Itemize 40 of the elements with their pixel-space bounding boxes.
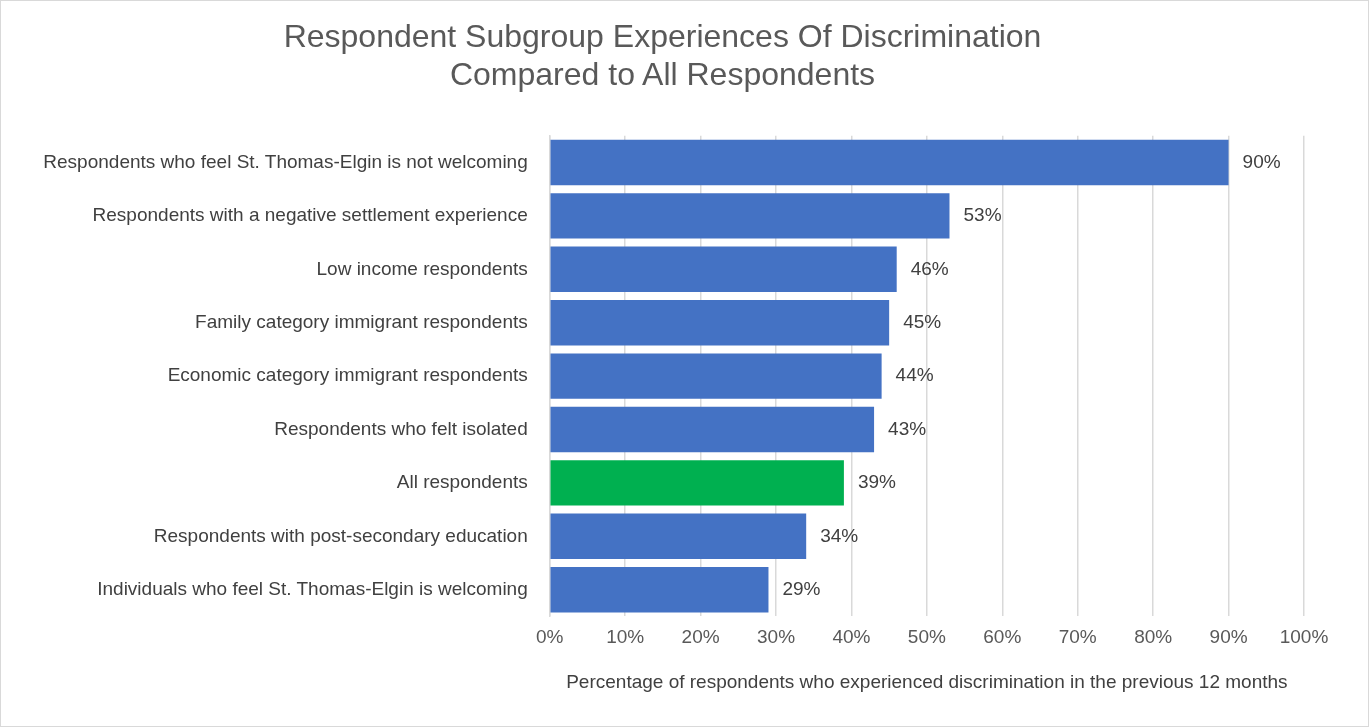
x-tick-label: 70% [1058, 626, 1097, 648]
bar [550, 567, 769, 613]
data-label: 53% [963, 204, 1002, 226]
x-tick-label: 100% [1279, 626, 1329, 648]
y-tick-label: Respondents who feel St. Thomas-Elgin is not welcoming [43, 150, 528, 172]
x-tick-label: 80% [1134, 626, 1173, 648]
y-tick-label: Economic category immigrant respondents [167, 364, 528, 386]
y-tick-label: All respondents [396, 471, 528, 493]
data-label: 46% [910, 257, 949, 279]
x-tick-label: 20% [681, 626, 720, 648]
data-label: 43% [888, 417, 927, 439]
bar [550, 406, 875, 453]
x-tick-label: 0% [536, 626, 564, 648]
bar [550, 193, 950, 239]
chart-title: Respondent Subgroup Experiences Of Discrimination Compared to All Respondents [283, 18, 1042, 93]
bar [550, 246, 897, 292]
x-axis-title: Percentage of respondents who experienced discrimination in the previous 12 months [566, 670, 1288, 692]
y-tick-label: Respondents with post-secondary education [153, 524, 528, 546]
y-tick-label: Low income respondents [316, 257, 528, 279]
y-tick-label: Family category immigrant respondents [195, 310, 528, 332]
bar [550, 139, 1229, 186]
data-label: 34% [820, 524, 859, 546]
bar [550, 300, 890, 346]
data-label: 90% [1242, 150, 1281, 172]
x-tick-label: 10% [606, 626, 645, 648]
x-tick-label: 90% [1209, 626, 1248, 648]
data-label: 45% [903, 310, 942, 332]
data-label: 39% [857, 471, 897, 493]
data-label: 44% [895, 364, 934, 386]
x-tick-label: 40% [832, 626, 871, 648]
y-tick-label: Respondents who felt isolated [274, 417, 528, 439]
x-tick-label: 50% [907, 626, 946, 648]
data-label: 29% [782, 577, 821, 599]
y-tick-label: Respondents with a negative settlement experience [92, 204, 528, 226]
x-tick-label: 60% [983, 626, 1022, 648]
bar [550, 460, 844, 506]
x-tick-label: 30% [757, 626, 796, 648]
bar [550, 513, 807, 559]
bar [550, 353, 882, 399]
y-tick-label: Individuals who feel St. Thomas-Elgin is welcoming [97, 577, 528, 599]
